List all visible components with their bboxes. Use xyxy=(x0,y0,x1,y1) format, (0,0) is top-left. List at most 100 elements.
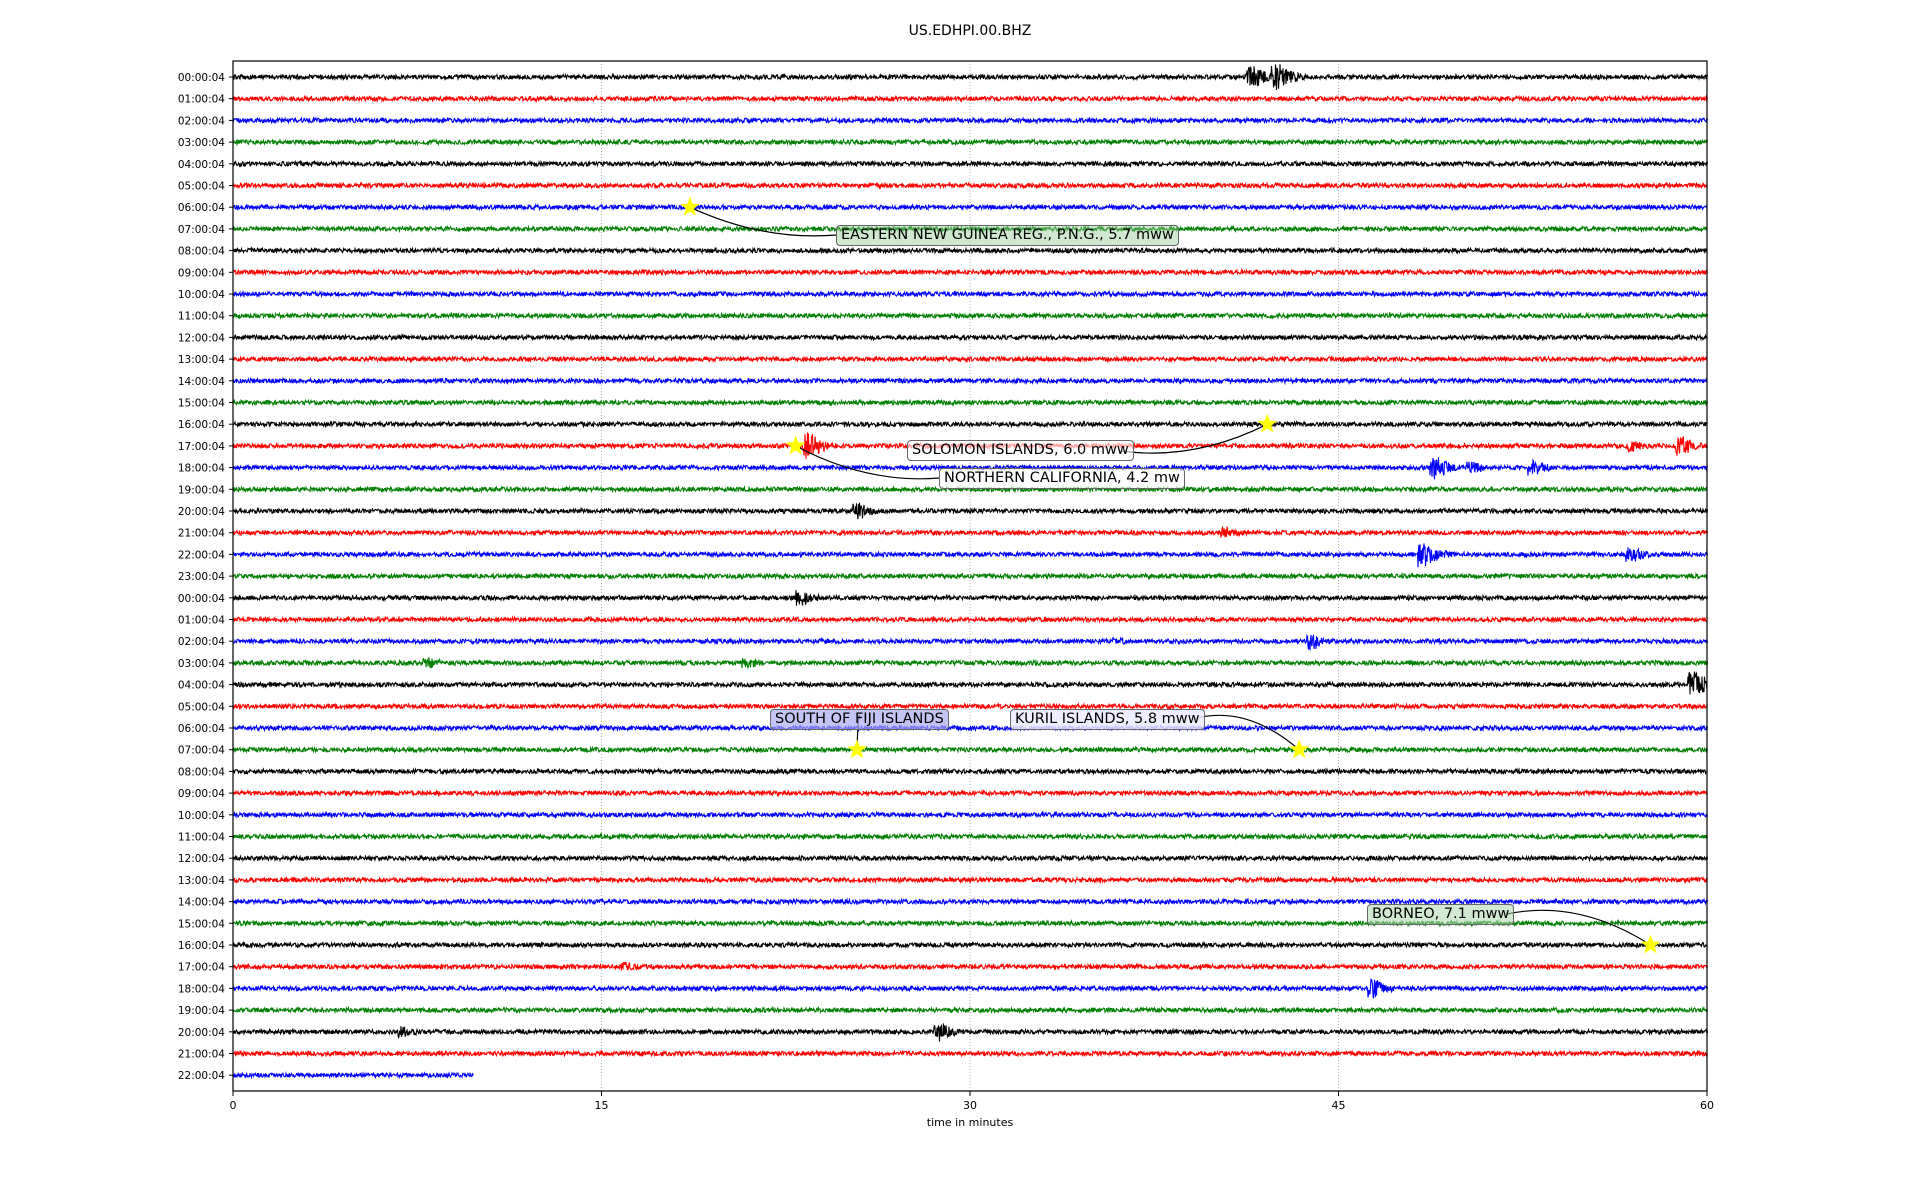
y-tick-label: 19:00:04 xyxy=(178,1005,225,1017)
annotation-connector xyxy=(1506,909,1651,946)
x-axis-label: time in minutes xyxy=(927,1116,1014,1129)
seismic-trace xyxy=(232,64,1709,91)
event-label-borneo: BORNEO, 7.1 mww xyxy=(1367,904,1515,925)
y-tick-label: 11:00:04 xyxy=(178,832,225,844)
seismic-trace xyxy=(232,767,1708,776)
y-tick-label: 05:00:04 xyxy=(178,701,225,713)
seismic-trace xyxy=(232,376,1708,386)
seismic-trace xyxy=(232,702,1708,711)
y-tick-label: 01:00:04 xyxy=(178,94,225,106)
seismic-trace xyxy=(232,571,1708,581)
event-star-icon xyxy=(847,739,867,759)
y-tick-label: 06:00:04 xyxy=(178,202,225,214)
seismic-trace xyxy=(232,978,1709,999)
seismic-trace xyxy=(232,788,1709,798)
seismic-trace xyxy=(232,832,1708,841)
y-tick-label: 08:00:04 xyxy=(178,766,225,778)
seismic-trace xyxy=(232,633,1709,652)
seismic-trace xyxy=(232,897,1709,906)
annotation-connector xyxy=(1192,714,1300,751)
y-tick-label: 21:00:04 xyxy=(178,528,225,540)
seismic-trace xyxy=(232,116,1709,125)
seismic-trace xyxy=(232,246,1708,255)
event-star-icon xyxy=(1289,739,1310,759)
y-tick-label: 15:00:04 xyxy=(178,398,225,410)
y-tick-label: 21:00:04 xyxy=(178,1049,225,1061)
y-tick-label: 17:00:04 xyxy=(178,441,225,453)
y-tick-label: 08:00:04 xyxy=(178,246,225,258)
seismic-trace xyxy=(232,267,1709,277)
seismic-trace xyxy=(232,137,1709,147)
y-tick-label: 15:00:04 xyxy=(178,918,225,930)
seismic-trace xyxy=(232,311,1709,320)
y-tick-label: 03:00:04 xyxy=(178,137,225,149)
seismic-trace xyxy=(232,502,1709,520)
seismic-trace xyxy=(232,615,1709,624)
seismic-trace xyxy=(232,202,1708,212)
seismic-trace xyxy=(232,590,1709,606)
y-tick-label: 09:00:04 xyxy=(178,788,225,800)
event-star-icon xyxy=(785,435,806,455)
seismic-trace xyxy=(232,159,1709,169)
seismic-trace xyxy=(232,289,1709,299)
x-tick-label: 15 xyxy=(595,1099,609,1112)
y-tick-label: 02:00:04 xyxy=(178,115,225,127)
y-tick-label: 07:00:04 xyxy=(178,224,225,236)
seismic-trace xyxy=(232,1071,474,1080)
seismic-trace xyxy=(232,810,1709,820)
chart-title: US.EDHPI.00.BHZ xyxy=(909,23,1032,39)
seismic-trace xyxy=(232,181,1708,190)
seismic-trace xyxy=(232,1049,1709,1058)
y-tick-label: 23:00:04 xyxy=(178,571,225,583)
y-tick-label: 13:00:04 xyxy=(178,354,225,366)
y-tick-label: 20:00:04 xyxy=(178,1027,225,1039)
y-tick-label: 04:00:04 xyxy=(178,159,225,171)
seismic-trace xyxy=(232,419,1708,429)
seismic-trace xyxy=(232,543,1709,568)
y-tick-label: 06:00:04 xyxy=(178,723,225,735)
y-tick-label: 01:00:04 xyxy=(178,615,225,627)
event-star-icon xyxy=(1640,934,1661,954)
y-tick-label: 11:00:04 xyxy=(178,311,225,323)
seismic-trace xyxy=(232,484,1709,494)
seismic-trace xyxy=(232,333,1708,342)
y-tick-label: 16:00:04 xyxy=(178,940,225,952)
seismic-trace xyxy=(232,1023,1709,1042)
y-tick-label: 10:00:04 xyxy=(178,810,225,822)
y-tick-label: 00:00:04 xyxy=(178,593,225,605)
x-tick-label: 30 xyxy=(963,1099,977,1112)
seismic-trace xyxy=(232,525,1709,538)
seismic-trace xyxy=(232,657,1709,670)
plot-frame xyxy=(232,60,1708,1092)
y-tick-label: 12:00:04 xyxy=(178,853,225,865)
y-tick-label: 07:00:04 xyxy=(178,745,225,757)
seismic-trace xyxy=(232,723,1709,733)
y-tick-label: 00:00:04 xyxy=(178,72,225,84)
y-tick-label: 13:00:04 xyxy=(178,875,225,887)
y-tick-label: 20:00:04 xyxy=(178,506,225,518)
y-tick-label: 18:00:04 xyxy=(178,983,225,995)
seismic-trace xyxy=(232,1005,1709,1015)
seismic-trace xyxy=(232,457,1709,480)
annotation-connector xyxy=(795,445,940,480)
seismic-trace xyxy=(232,94,1709,104)
x-tick-label: 45 xyxy=(1332,1099,1346,1112)
seismic-trace xyxy=(232,224,1708,234)
event-label-solomon-islands: SOLOMON ISLANDS, 6.0 mww xyxy=(907,440,1134,461)
y-tick-label: 19:00:04 xyxy=(178,484,225,496)
y-tick-label: 16:00:04 xyxy=(178,419,225,431)
seismic-trace xyxy=(232,354,1708,364)
y-tick-label: 22:00:04 xyxy=(178,1070,225,1082)
seismic-trace xyxy=(232,961,1709,971)
y-tick-label: 10:00:04 xyxy=(178,289,225,301)
y-tick-label: 09:00:04 xyxy=(178,267,225,279)
annotation-connector xyxy=(689,206,837,237)
x-tick-label: 60 xyxy=(1700,1099,1714,1112)
event-label-eastern-new-guinea: EASTERN NEW GUINEA REG., P.N.G., 5.7 mww xyxy=(836,225,1179,246)
event-label-south-of-fiji: SOUTH OF FIJI ISLANDS xyxy=(770,709,949,730)
event-star-icon xyxy=(680,196,700,216)
seismic-trace xyxy=(232,940,1708,950)
y-tick-label: 14:00:04 xyxy=(178,897,225,909)
